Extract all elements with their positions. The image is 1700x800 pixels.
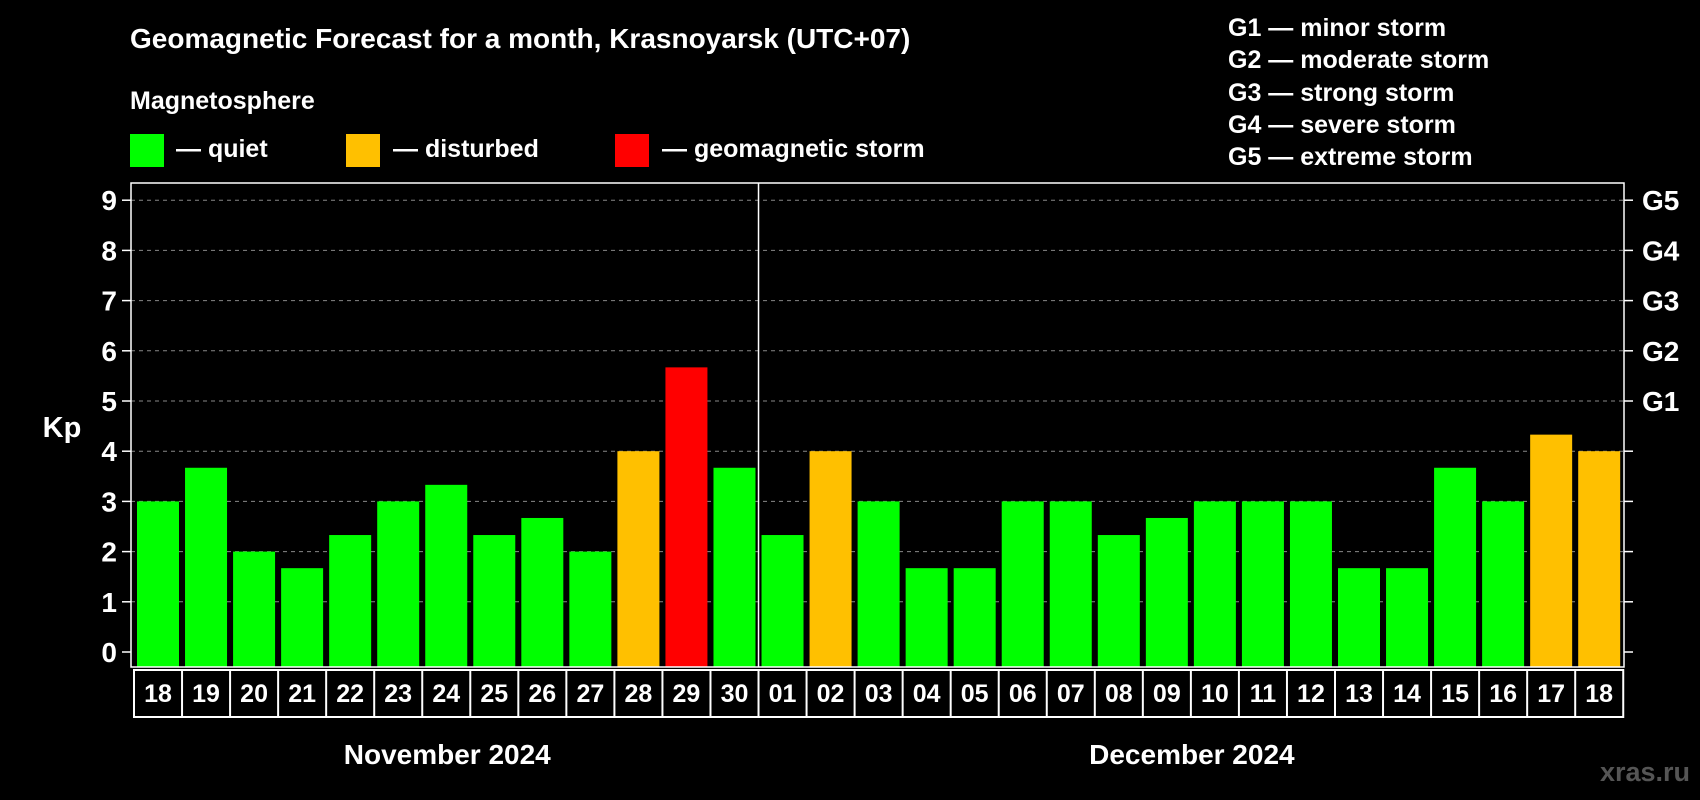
bar <box>617 451 660 667</box>
bar <box>473 535 516 667</box>
bar <box>1289 501 1332 667</box>
bar <box>1049 501 1092 667</box>
y-tick-label: 6 <box>101 336 117 367</box>
x-tick-label: 28 <box>624 680 652 708</box>
right-axis-label-g3: G3 <box>1642 286 1679 317</box>
storm-scale-g5: G5 — extreme storm <box>1228 143 1473 171</box>
bar <box>1097 535 1140 667</box>
storm-scale-g1: G1 — minor storm <box>1228 14 1446 42</box>
x-tick-label: 23 <box>384 680 412 708</box>
bar <box>425 484 468 667</box>
x-tick-label: 09 <box>1153 680 1181 708</box>
x-tick-label: 04 <box>913 680 941 708</box>
watermark: xras.ru <box>1600 757 1690 787</box>
bar <box>281 568 324 667</box>
x-tick-label: 08 <box>1105 680 1133 708</box>
y-tick-label: 8 <box>101 235 117 266</box>
month-label-december: December 2024 <box>1089 739 1295 770</box>
bar <box>857 501 900 667</box>
x-tick-label: 24 <box>432 680 460 708</box>
x-tick-label: 25 <box>480 680 508 708</box>
x-tick-label: 10 <box>1201 680 1229 708</box>
bar <box>953 568 996 667</box>
bar <box>809 451 852 667</box>
x-tick-label: 03 <box>865 680 893 708</box>
right-axis-label-g5: G5 <box>1642 185 1679 216</box>
bar <box>665 367 708 667</box>
bar <box>329 535 372 667</box>
legend-heading: Magnetosphere <box>130 87 315 115</box>
bar <box>1145 517 1188 667</box>
right-axis-label-g4: G4 <box>1642 235 1680 266</box>
x-tick-label: 07 <box>1057 680 1085 708</box>
y-axis-label: Kp <box>43 412 82 444</box>
x-tick-label: 26 <box>528 680 556 708</box>
legend-label-disturbed: — disturbed <box>393 135 539 163</box>
x-tick-label: 11 <box>1250 680 1277 708</box>
plot-frame <box>130 182 1625 668</box>
bar <box>761 535 804 667</box>
bar <box>1386 568 1429 667</box>
x-tick-label: 01 <box>769 680 797 708</box>
x-tick-label: 27 <box>576 680 604 708</box>
y-tick-label: 1 <box>101 587 117 618</box>
bar <box>713 467 756 667</box>
right-axis-label-g2: G2 <box>1642 336 1679 367</box>
y-tick-label: 9 <box>101 185 117 216</box>
legend-swatch-disturbed <box>346 134 380 167</box>
bar <box>233 551 276 667</box>
storm-scale-g2: G2 — moderate storm <box>1228 46 1489 74</box>
bar <box>1482 501 1525 667</box>
bar <box>377 501 420 667</box>
x-tick-label: 02 <box>817 680 845 708</box>
bar <box>137 501 179 667</box>
bar <box>1193 501 1236 667</box>
y-tick-label: 0 <box>101 637 117 668</box>
x-tick-label: 14 <box>1393 680 1421 708</box>
y-tick-label: 4 <box>101 436 117 467</box>
x-tick-label: 18 <box>1585 680 1613 708</box>
x-tick-label: 17 <box>1537 680 1565 708</box>
x-tick-label: 05 <box>961 680 989 708</box>
bar <box>1241 501 1284 667</box>
bar <box>905 568 948 667</box>
bar <box>1434 467 1477 667</box>
x-tick-label: 20 <box>240 680 268 708</box>
y-tick-label: 2 <box>101 537 117 568</box>
x-tick-label: 15 <box>1441 680 1469 708</box>
bar <box>1001 501 1044 667</box>
storm-scale-g4: G4 — severe storm <box>1228 111 1456 139</box>
bar <box>521 517 564 667</box>
legend-swatch-storm <box>615 134 649 167</box>
x-tick-label: 13 <box>1345 680 1373 708</box>
bar <box>185 467 228 667</box>
y-tick-label: 7 <box>101 286 117 317</box>
x-tick-label: 19 <box>192 680 220 708</box>
date-label-box <box>133 669 1625 718</box>
bar <box>569 551 612 667</box>
bar <box>1338 568 1380 667</box>
x-tick-label: 12 <box>1297 680 1325 708</box>
x-tick-label: 29 <box>673 680 701 708</box>
bar <box>1530 434 1573 667</box>
chart-title: Geomagnetic Forecast for a month, Krasno… <box>130 23 910 54</box>
x-tick-label: 06 <box>1009 680 1037 708</box>
x-tick-label: 22 <box>336 680 364 708</box>
x-tick-label: 30 <box>721 680 749 708</box>
y-tick-label: 5 <box>101 386 117 417</box>
bar <box>1578 451 1621 667</box>
storm-scale-g3: G3 — strong storm <box>1228 79 1454 107</box>
month-label-november: November 2024 <box>344 739 551 770</box>
legend-label-storm: — geomagnetic storm <box>662 135 925 163</box>
x-tick-label: 18 <box>144 680 172 708</box>
right-axis-label-g1: G1 <box>1642 386 1679 417</box>
x-tick-label: 16 <box>1489 680 1517 708</box>
y-tick-label: 3 <box>101 486 117 517</box>
x-tick-label: 21 <box>288 680 316 708</box>
legend-swatch-quiet <box>130 134 164 167</box>
legend-label-quiet: — quiet <box>176 135 268 163</box>
